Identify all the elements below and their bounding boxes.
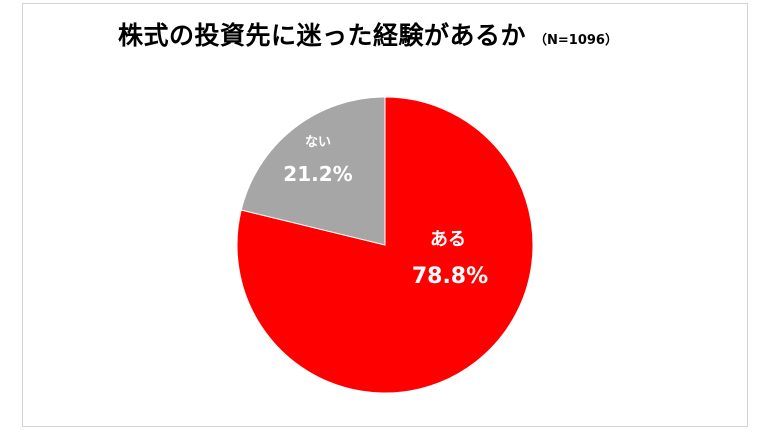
slice-label-nai: ない bbox=[305, 135, 331, 150]
slice-label-aru: ある bbox=[430, 229, 466, 250]
pie-slice-nai bbox=[240, 96, 386, 246]
slice-value-aru: 78.8% bbox=[412, 264, 488, 289]
chart-subtitle: （N=1096） bbox=[534, 33, 618, 48]
chart-title-block: 株式の投資先に迷った経験があるか （N=1096） bbox=[118, 16, 618, 52]
slice-value-nai: 21.2% bbox=[283, 162, 352, 186]
chart-title: 株式の投資先に迷った経験があるか bbox=[118, 21, 527, 50]
